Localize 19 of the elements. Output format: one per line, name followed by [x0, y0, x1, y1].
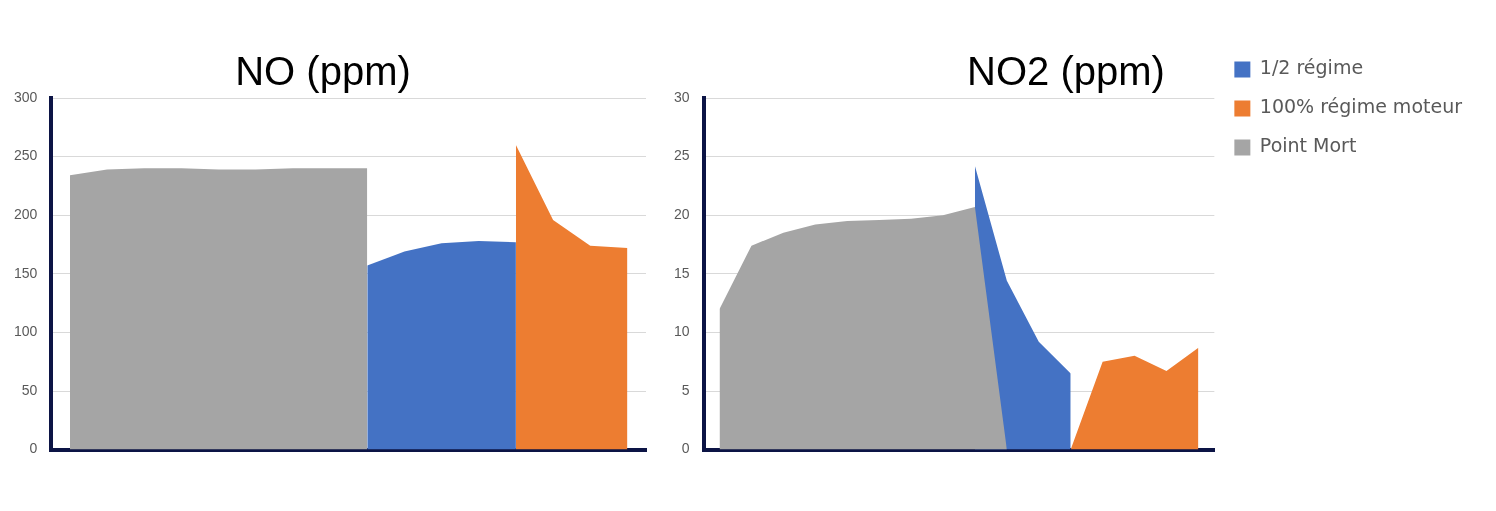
y-tick-label: 100 [14, 323, 38, 340]
legend-label: 100% régime moteur [1259, 95, 1463, 118]
y-tick-label: 5 [681, 381, 690, 398]
y-tick-label: 300 [14, 88, 38, 105]
legend-label: Point Mort [1259, 134, 1357, 157]
y-tick-label: 20 [673, 206, 690, 223]
y-tick-label: 200 [14, 206, 38, 223]
legend-label: 1/2 régime [1259, 56, 1364, 79]
chart-title: NO2 (ppm) [967, 49, 1165, 94]
chart-title: NO (ppm) [235, 49, 411, 94]
y-tick-label: 0 [681, 440, 690, 457]
y-tick-label: 250 [14, 147, 38, 164]
y-tick-label: 30 [673, 88, 690, 105]
y-tick-label: 15 [673, 264, 690, 281]
y-tick-label: 10 [673, 323, 690, 340]
y-tick-label: 0 [29, 440, 38, 457]
y-tick-label: 50 [21, 381, 38, 398]
y-tick-label: 25 [673, 147, 690, 164]
y-tick-label: 150 [14, 264, 38, 281]
